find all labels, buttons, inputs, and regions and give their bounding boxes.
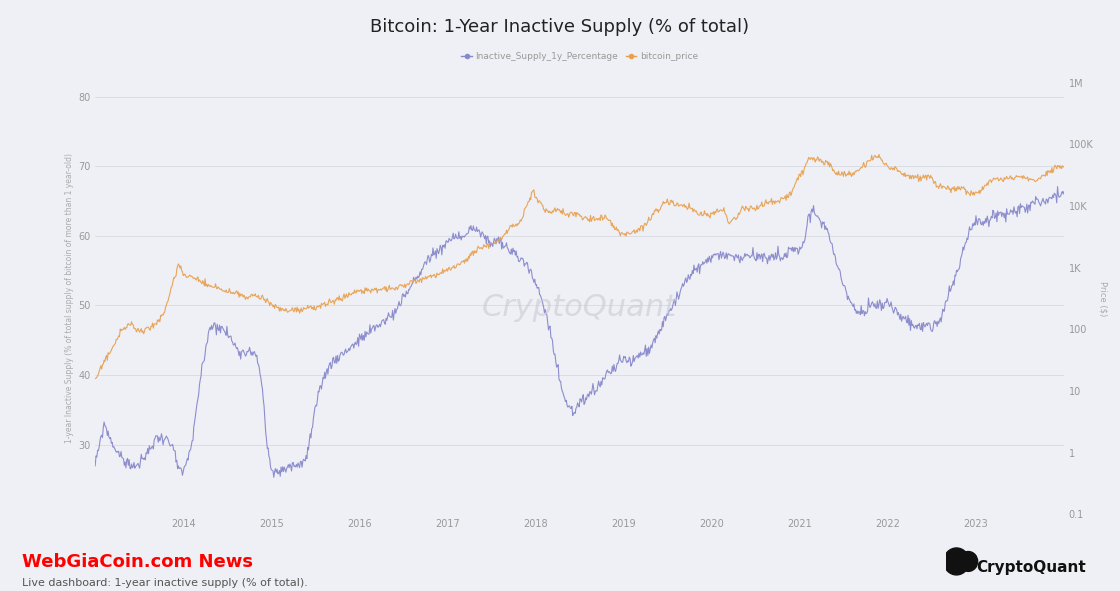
- Legend: Inactive_Supply_1y_Percentage, bitcoin_price: Inactive_Supply_1y_Percentage, bitcoin_p…: [457, 48, 702, 64]
- Text: CryptoQuant: CryptoQuant: [977, 560, 1086, 575]
- Circle shape: [959, 551, 978, 571]
- Y-axis label: 1-year Inactive Supply (% of total supply of bitcoin of more than 1 year-old): 1-year Inactive Supply (% of total suppl…: [65, 154, 74, 443]
- Circle shape: [944, 548, 969, 575]
- Text: WebGiaCoin.com News: WebGiaCoin.com News: [22, 553, 253, 570]
- Text: Live dashboard: 1-year inactive supply (% of total).: Live dashboard: 1-year inactive supply (…: [22, 578, 308, 588]
- Y-axis label: Price ($): Price ($): [1099, 281, 1108, 316]
- Text: CryptoQuant: CryptoQuant: [482, 293, 678, 322]
- Text: Bitcoin: 1-Year Inactive Supply (% of total): Bitcoin: 1-Year Inactive Supply (% of to…: [371, 18, 749, 35]
